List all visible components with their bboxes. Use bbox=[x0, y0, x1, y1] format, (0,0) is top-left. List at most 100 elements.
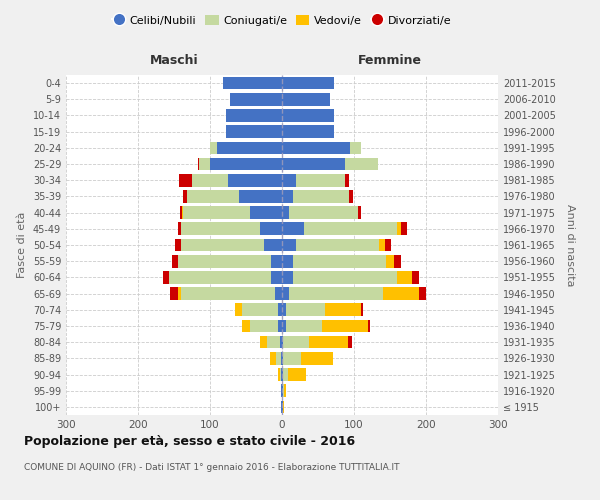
Bar bbox=[230, 93, 282, 106]
Bar bbox=[346, 174, 349, 186]
Bar bbox=[361, 304, 362, 316]
Bar bbox=[304, 222, 397, 235]
Bar bbox=[282, 368, 283, 381]
Bar bbox=[198, 158, 199, 170]
Bar bbox=[282, 77, 334, 90]
Bar bbox=[228, 174, 282, 186]
Bar bbox=[286, 320, 322, 332]
Bar bbox=[239, 190, 282, 202]
Bar bbox=[270, 352, 275, 364]
Bar bbox=[226, 126, 282, 138]
Bar bbox=[282, 304, 286, 316]
Bar bbox=[278, 368, 280, 381]
Bar bbox=[172, 255, 178, 268]
Bar bbox=[385, 238, 391, 252]
Bar bbox=[282, 320, 286, 332]
Text: Popolazione per età, sesso e stato civile - 2016: Popolazione per età, sesso e stato civil… bbox=[24, 435, 355, 448]
Bar bbox=[280, 336, 282, 348]
Bar bbox=[412, 271, 419, 283]
Bar bbox=[192, 174, 228, 186]
Bar bbox=[283, 352, 301, 364]
Bar bbox=[283, 336, 308, 348]
Bar bbox=[260, 336, 267, 348]
Bar bbox=[282, 336, 283, 348]
Bar bbox=[178, 255, 271, 268]
Bar bbox=[282, 352, 283, 364]
Bar bbox=[368, 320, 370, 332]
Bar bbox=[163, 271, 169, 283]
Bar bbox=[260, 222, 282, 235]
Bar bbox=[282, 255, 293, 268]
Bar bbox=[397, 222, 401, 235]
Bar bbox=[275, 288, 282, 300]
Bar bbox=[170, 288, 178, 300]
Bar bbox=[282, 174, 296, 186]
Bar bbox=[383, 288, 419, 300]
Bar bbox=[296, 238, 379, 252]
Bar bbox=[242, 320, 250, 332]
Bar bbox=[181, 222, 260, 235]
Bar bbox=[322, 320, 368, 332]
Bar bbox=[293, 271, 397, 283]
Bar bbox=[282, 384, 283, 397]
Bar bbox=[267, 336, 280, 348]
Bar bbox=[187, 190, 239, 202]
Bar bbox=[282, 142, 350, 154]
Bar bbox=[275, 352, 281, 364]
Bar bbox=[175, 238, 181, 252]
Bar bbox=[386, 255, 394, 268]
Bar bbox=[379, 238, 385, 252]
Bar bbox=[281, 368, 282, 381]
Bar bbox=[182, 206, 184, 219]
Bar bbox=[283, 400, 284, 413]
Bar bbox=[199, 158, 210, 170]
Bar bbox=[349, 190, 353, 202]
Bar bbox=[178, 222, 181, 235]
Bar bbox=[286, 304, 325, 316]
Bar bbox=[401, 222, 407, 235]
Bar bbox=[301, 352, 333, 364]
Text: Femmine: Femmine bbox=[358, 54, 422, 68]
Bar bbox=[169, 271, 271, 283]
Bar bbox=[293, 190, 349, 202]
Bar bbox=[282, 126, 334, 138]
Bar bbox=[289, 368, 307, 381]
Bar bbox=[181, 238, 264, 252]
Bar bbox=[282, 222, 304, 235]
Bar bbox=[223, 77, 282, 90]
Bar bbox=[282, 238, 296, 252]
Bar bbox=[348, 336, 352, 348]
Bar bbox=[308, 336, 348, 348]
Bar bbox=[179, 174, 192, 186]
Bar bbox=[289, 288, 383, 300]
Bar bbox=[281, 400, 282, 413]
Bar bbox=[282, 109, 334, 122]
Bar bbox=[226, 109, 282, 122]
Y-axis label: Fasce di età: Fasce di età bbox=[17, 212, 27, 278]
Bar bbox=[419, 288, 426, 300]
Bar bbox=[178, 288, 181, 300]
Bar bbox=[358, 206, 361, 219]
Bar bbox=[284, 384, 286, 397]
Text: Maschi: Maschi bbox=[149, 54, 199, 68]
Legend: Celibi/Nubili, Coniugati/e, Vedovi/e, Divorziati/e: Celibi/Nubili, Coniugati/e, Vedovi/e, Di… bbox=[107, 10, 457, 30]
Bar bbox=[235, 304, 242, 316]
Y-axis label: Anni di nascita: Anni di nascita bbox=[565, 204, 575, 286]
Bar bbox=[283, 384, 284, 397]
Bar bbox=[282, 288, 289, 300]
Bar bbox=[184, 190, 187, 202]
Bar bbox=[282, 93, 330, 106]
Bar bbox=[280, 368, 281, 381]
Bar bbox=[282, 190, 293, 202]
Bar bbox=[394, 255, 401, 268]
Bar bbox=[346, 158, 378, 170]
Bar bbox=[278, 320, 282, 332]
Text: COMUNE DI AQUINO (FR) - Dati ISTAT 1° gennaio 2016 - Elaborazione TUTTITALIA.IT: COMUNE DI AQUINO (FR) - Dati ISTAT 1° ge… bbox=[24, 462, 400, 471]
Bar bbox=[325, 304, 361, 316]
Bar bbox=[271, 271, 282, 283]
Bar bbox=[283, 368, 289, 381]
Bar bbox=[250, 206, 282, 219]
Bar bbox=[350, 142, 361, 154]
Bar bbox=[282, 158, 346, 170]
Bar bbox=[271, 255, 282, 268]
